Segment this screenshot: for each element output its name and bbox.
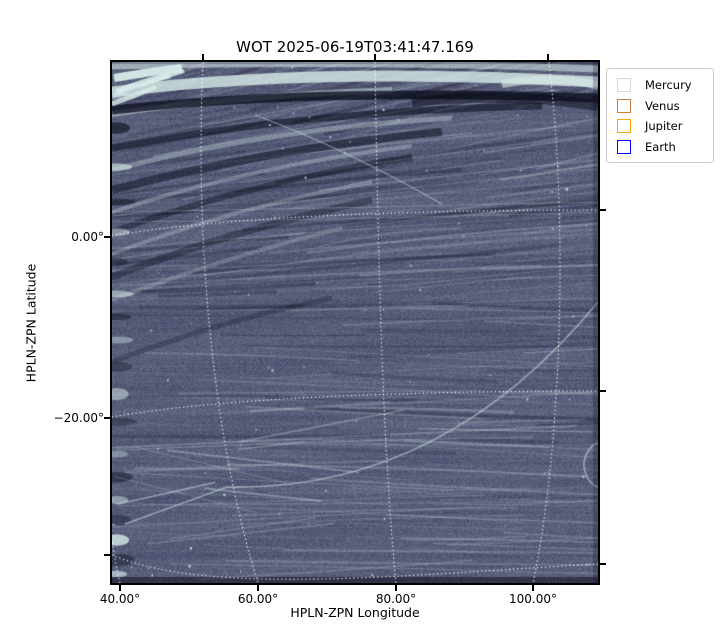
y-tick-label-m20: −20.00° — [53, 411, 104, 425]
legend: Mercury Venus Jupiter Earth — [606, 68, 714, 163]
x-axis-label: HPLN-ZPN Longitude — [290, 605, 420, 620]
venus-marker-icon — [617, 98, 631, 113]
y-axis-label: HPLN-ZPN Latitude — [23, 263, 39, 383]
y-tick-label-0: 0.00° — [71, 230, 104, 244]
plot-title: WOT 2025-06-19T03:41:47.169 — [236, 38, 474, 56]
tick-mark — [374, 54, 376, 60]
tick-mark — [202, 54, 204, 60]
legend-item-mercury: Mercury — [613, 75, 705, 96]
legend-label: Jupiter — [645, 119, 683, 134]
x-tick-label-100: 100.00° — [509, 592, 557, 606]
plot-frame — [110, 60, 600, 585]
tick-mark — [600, 390, 606, 392]
legend-item-jupiter: Jupiter — [613, 116, 705, 137]
tick-mark — [600, 209, 606, 211]
tick-mark — [395, 585, 397, 591]
mercury-marker-icon — [617, 78, 631, 93]
jupiter-marker-icon — [617, 119, 631, 134]
x-tick-label-60: 60.00° — [237, 592, 279, 606]
legend-item-earth: Earth — [613, 137, 705, 158]
tick-mark — [104, 554, 110, 556]
x-tick-label-80: 80.00° — [375, 592, 417, 606]
legend-label: Earth — [645, 139, 676, 154]
tick-mark — [547, 54, 549, 60]
tick-mark — [532, 585, 534, 591]
sky-image-canvas — [112, 62, 598, 583]
tick-mark — [119, 585, 121, 591]
tick-mark — [257, 585, 259, 591]
x-tick-label-40: 40.00° — [99, 592, 141, 606]
tick-mark — [600, 563, 606, 565]
legend-label: Mercury — [645, 78, 692, 93]
earth-marker-icon — [617, 139, 631, 154]
legend-item-venus: Venus — [613, 96, 705, 117]
tick-mark — [104, 417, 110, 419]
tick-mark — [104, 236, 110, 238]
legend-label: Venus — [645, 98, 680, 113]
